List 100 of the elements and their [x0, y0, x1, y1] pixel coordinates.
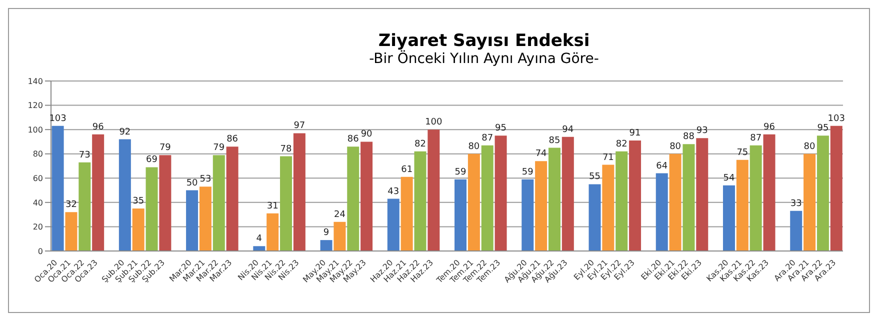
data-label: 90: [360, 130, 373, 140]
data-label: 95: [817, 124, 829, 134]
data-label: 82: [414, 139, 426, 150]
bar: [454, 179, 467, 251]
bar: [186, 190, 198, 251]
data-label: 94: [562, 124, 574, 135]
bar: [763, 134, 776, 251]
data-label: 24: [334, 210, 346, 220]
data-label: 80: [468, 142, 480, 152]
data-label: 79: [213, 143, 225, 154]
data-label: 96: [764, 122, 776, 132]
data-label: 73: [78, 150, 90, 160]
bar: [199, 186, 212, 251]
chart-title: Ziyaret Sayısı Endeksi: [377, 31, 591, 51]
bar: [750, 145, 762, 251]
data-label: 9: [323, 228, 330, 238]
data-label: 86: [226, 134, 238, 145]
bar: [414, 151, 426, 251]
bar: [494, 136, 507, 251]
data-label: 32: [66, 200, 77, 210]
bar: [629, 140, 642, 251]
bar: [253, 246, 266, 251]
bar: [334, 222, 346, 251]
bar: [656, 173, 668, 251]
data-label: 50: [186, 178, 198, 188]
bar: [159, 155, 172, 251]
data-label: 59: [522, 167, 534, 178]
data-label: 75: [736, 148, 748, 158]
bar: [722, 185, 735, 251]
data-label: 43: [388, 186, 400, 197]
bar: [320, 240, 332, 251]
data-label: 82: [616, 139, 628, 150]
data-label: 87: [750, 133, 762, 144]
chart-subtitle: -Bir Önceki Yılın Aynı Ayına Göre-: [368, 51, 600, 67]
data-label: 53: [200, 174, 212, 185]
bar: [616, 151, 628, 251]
y-tick-label: 80: [32, 150, 43, 159]
y-tick-label: 120: [28, 101, 43, 110]
bar: [280, 156, 292, 251]
data-label: 85: [548, 136, 560, 146]
data-label: 87: [482, 133, 494, 144]
bar: [92, 134, 104, 251]
bar: [790, 210, 802, 251]
data-label: 103: [49, 114, 66, 124]
y-tick-label: 0: [38, 246, 43, 256]
bar: [78, 162, 91, 251]
bar: [548, 148, 560, 251]
data-label: 69: [146, 155, 158, 166]
data-label: 64: [656, 161, 668, 172]
bar: [602, 164, 614, 251]
bar: [816, 136, 829, 251]
data-label: 4: [256, 234, 262, 244]
data-label: 97: [294, 121, 306, 132]
data-label: 74: [535, 149, 548, 160]
bar: [522, 179, 534, 251]
data-label: 96: [92, 122, 104, 132]
bar: [804, 154, 816, 251]
bar: [400, 176, 413, 251]
y-tick-label: 20: [32, 222, 43, 232]
data-label: 95: [495, 124, 507, 134]
data-label: 92: [119, 127, 131, 138]
bar: [682, 144, 695, 251]
data-label: 55: [589, 172, 600, 182]
bar: [428, 130, 440, 251]
data-label: 80: [670, 142, 682, 152]
bar: [830, 126, 842, 251]
bar: [588, 184, 601, 251]
bar: [387, 198, 400, 251]
bar: [347, 146, 360, 251]
data-label: 35: [132, 196, 144, 206]
bar: [562, 136, 574, 251]
data-label: 93: [696, 126, 708, 136]
data-label: 86: [347, 134, 360, 145]
bar: [65, 212, 78, 251]
bar: [736, 160, 748, 251]
data-label: 80: [804, 142, 816, 152]
bar: [132, 208, 144, 251]
data-label: 31: [266, 201, 278, 212]
data-label: 100: [425, 118, 443, 128]
data-label: 78: [280, 144, 292, 154]
bar: [293, 133, 306, 251]
y-tick-label: 40: [32, 198, 43, 208]
bar: [118, 139, 131, 251]
bar: [266, 213, 279, 251]
bar: [226, 146, 238, 251]
bar: [481, 145, 494, 251]
bar: [52, 126, 64, 251]
y-tick-label: 140: [28, 76, 43, 86]
data-label: 54: [723, 173, 735, 184]
data-label: 61: [401, 164, 413, 175]
y-tick-label: 100: [28, 125, 43, 134]
data-label: 88: [682, 132, 695, 142]
data-label: 91: [629, 128, 641, 138]
bar: [696, 138, 708, 251]
bar: [146, 167, 158, 251]
bar: [535, 161, 548, 251]
bar: [212, 155, 225, 251]
bar: [669, 154, 682, 251]
y-tick-label: 60: [32, 174, 43, 183]
data-label: 71: [602, 152, 614, 163]
